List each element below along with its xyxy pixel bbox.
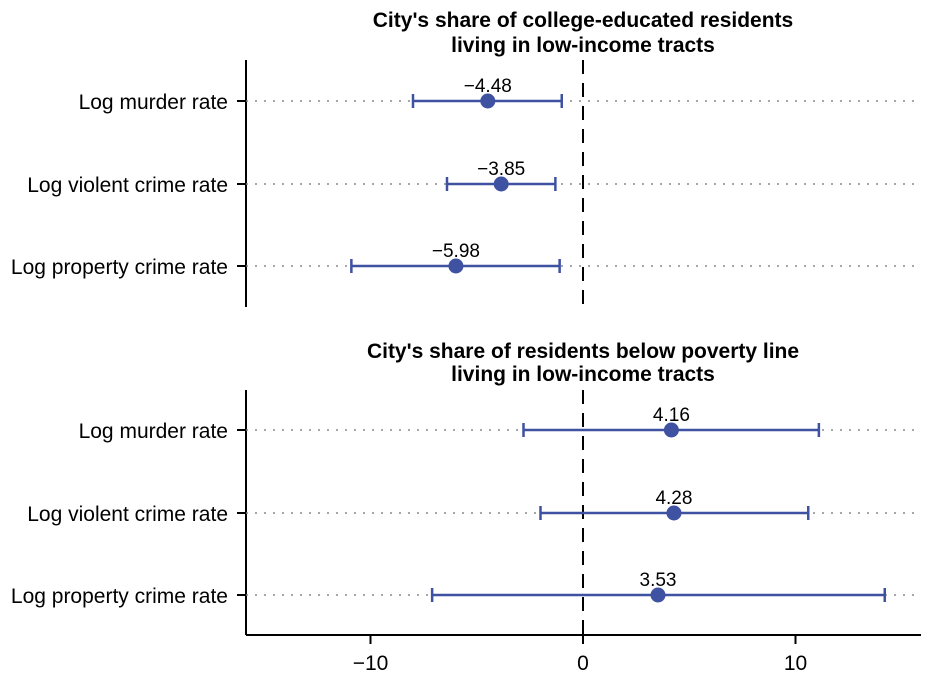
panel-1-title-line-2: living in low-income tracts xyxy=(451,34,715,57)
estimate-label: 3.53 xyxy=(640,570,677,591)
row-label: Log violent crime rate xyxy=(27,503,228,526)
row-label: Log property crime rate xyxy=(11,256,228,279)
x-tick-label: −10 xyxy=(353,652,389,675)
row-label: Log property crime rate xyxy=(11,585,228,608)
row-label: Log violent crime rate xyxy=(27,174,228,197)
estimate-label: 4.28 xyxy=(655,488,692,509)
estimate-label: −3.85 xyxy=(477,159,525,180)
panel-2-title-line-1: City's share of residents below poverty … xyxy=(367,340,799,363)
x-tick-label: 10 xyxy=(784,652,807,675)
point-estimate xyxy=(666,505,682,521)
point-estimate xyxy=(663,422,679,438)
point-estimate xyxy=(650,587,666,603)
row-label: Log murder rate xyxy=(79,420,228,443)
point-estimate xyxy=(448,258,464,274)
panel-2-title-line-2: living in low-income tracts xyxy=(451,363,715,386)
estimate-label: 4.16 xyxy=(653,405,690,426)
row-label: Log murder rate xyxy=(79,91,228,114)
point-estimate xyxy=(480,93,496,109)
estimate-label: −5.98 xyxy=(432,241,480,262)
x-tick-label: 0 xyxy=(577,652,589,675)
panel-1-title-line-1: City's share of college-educated residen… xyxy=(373,9,793,32)
point-estimate xyxy=(493,176,509,192)
estimate-label: −4.48 xyxy=(464,76,512,97)
